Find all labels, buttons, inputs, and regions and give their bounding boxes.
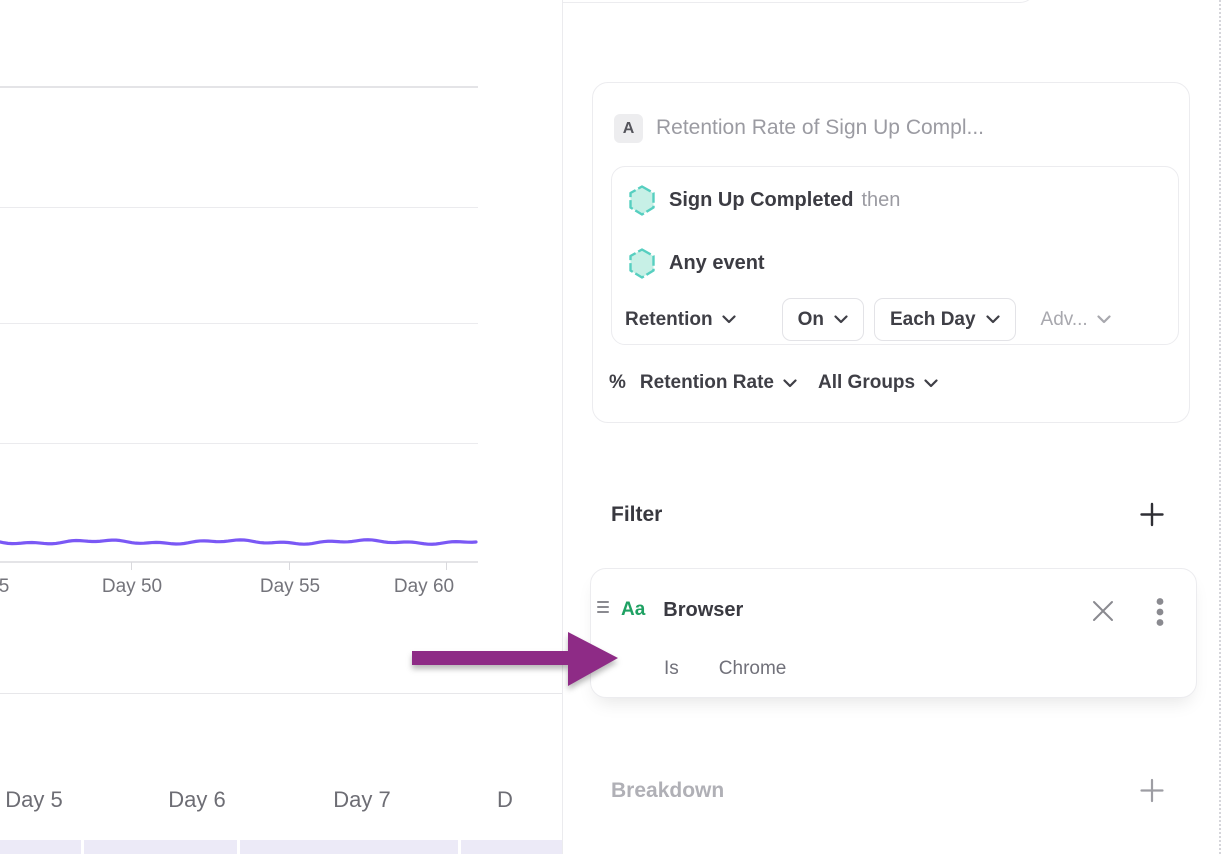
chevron-down-icon: [924, 378, 938, 388]
plus-icon: [1140, 778, 1164, 803]
plus-icon: [1140, 502, 1164, 527]
breakdown-section-title: Breakdown: [611, 779, 725, 802]
report-title-text: Retention Rate of Sign Up Compl...: [656, 116, 985, 139]
advanced-label: Adv...: [1040, 308, 1088, 330]
drop-zone-dotted-edge: [1219, 0, 1221, 854]
event-step-row[interactable]: Any event: [627, 244, 765, 282]
advanced-dropdown[interactable]: Adv...: [1041, 309, 1111, 331]
add-breakdown-button[interactable]: [1140, 778, 1164, 803]
each-day-label: Each Day: [890, 308, 976, 330]
annotation-arrow: [412, 632, 618, 686]
retention-type-dropdown[interactable]: Retention: [625, 309, 736, 331]
x-axis-label: Day 50: [101, 576, 163, 597]
table-column-header: Day 5: [5, 787, 63, 812]
retention-line: [0, 538, 478, 546]
series-badge: A: [614, 114, 643, 143]
chevron-down-icon: [783, 378, 797, 388]
filter-card: Aa Browser Is Chrome: [590, 568, 1197, 698]
remove-filter-button[interactable]: [1091, 599, 1115, 623]
drag-handle-line: [597, 611, 609, 613]
steps-card: Sign Up Completed then Any event Retenti…: [611, 166, 1179, 345]
drag-handle-line: [597, 606, 609, 608]
table-column-header: Day 6: [168, 787, 226, 812]
x-axis-tick: [446, 562, 447, 570]
kebab-menu-icon: [1156, 598, 1164, 626]
add-filter-button[interactable]: [1140, 502, 1164, 527]
retention-type-label: Retention: [625, 308, 713, 330]
filter-options-button[interactable]: [1153, 597, 1167, 627]
filter-section-title: Filter: [611, 503, 663, 526]
on-label: On: [797, 308, 824, 330]
breakdown-section-header: Breakdown: [611, 776, 724, 806]
chart-gridline: [0, 323, 478, 324]
filter-value[interactable]: Chrome: [718, 658, 787, 679]
chart-gridline: [0, 443, 478, 444]
event-suffix: then: [861, 188, 901, 211]
x-axis-line: [0, 561, 478, 563]
measure-row: % Retention Rate All Groups: [609, 365, 938, 401]
chevron-down-icon: [1097, 315, 1111, 324]
filter-property-name[interactable]: Browser: [663, 598, 744, 621]
metric-dropdown[interactable]: Retention Rate: [640, 372, 797, 394]
event-step-row[interactable]: Sign Up Completed then: [627, 181, 900, 219]
panel-divider: [562, 0, 563, 854]
x-axis-label: Day 55: [259, 576, 321, 597]
string-type-icon: Aa: [621, 599, 646, 620]
clipped-element-edge: [563, 0, 1036, 3]
on-dropdown[interactable]: On: [781, 298, 864, 341]
event-hexagon-icon: [629, 247, 655, 279]
drag-handle[interactable]: [597, 598, 609, 616]
section-divider: [0, 693, 562, 694]
filter-section-header: Filter: [611, 500, 662, 530]
groups-dropdown[interactable]: All Groups: [818, 372, 938, 394]
drag-handle-line: [597, 601, 609, 603]
x-axis-label: 5: [0, 576, 10, 597]
chart-gridline: [0, 207, 478, 208]
filter-property-row: Aa Browser: [621, 596, 743, 624]
event-hexagon-icon: [629, 184, 655, 216]
query-card: A Retention Rate of Sign Up Compl... Sig…: [592, 82, 1190, 423]
event-name: Any event: [669, 251, 765, 274]
table-cell: [84, 840, 237, 854]
retention-controls-row: Retention On Each Day: [625, 298, 1111, 341]
groups-label: All Groups: [817, 372, 916, 393]
x-axis-tick: [289, 562, 290, 570]
event-name: Sign Up Completed: [669, 188, 854, 211]
table-cell: [240, 840, 458, 854]
percent-symbol: %: [609, 372, 626, 393]
x-axis-label: Day 60: [393, 576, 455, 597]
table-column-header: Day 7: [333, 787, 391, 812]
table-column-header: D: [497, 787, 513, 812]
table-cell: [461, 840, 562, 854]
x-axis-tick: [131, 562, 132, 570]
report-title-input[interactable]: Retention Rate of Sign Up Compl...: [656, 105, 984, 151]
metric-label: Retention Rate: [639, 372, 774, 393]
chevron-down-icon: [985, 315, 1000, 324]
filter-operator[interactable]: Is: [664, 658, 679, 679]
chevron-down-icon: [722, 315, 736, 324]
chart-gridline: [0, 86, 478, 88]
table-cell: [0, 840, 81, 854]
chevron-down-icon: [834, 315, 848, 324]
close-icon: [1093, 601, 1113, 621]
each-day-dropdown[interactable]: Each Day: [874, 298, 1016, 341]
filter-condition-row: Is Chrome: [664, 656, 786, 682]
